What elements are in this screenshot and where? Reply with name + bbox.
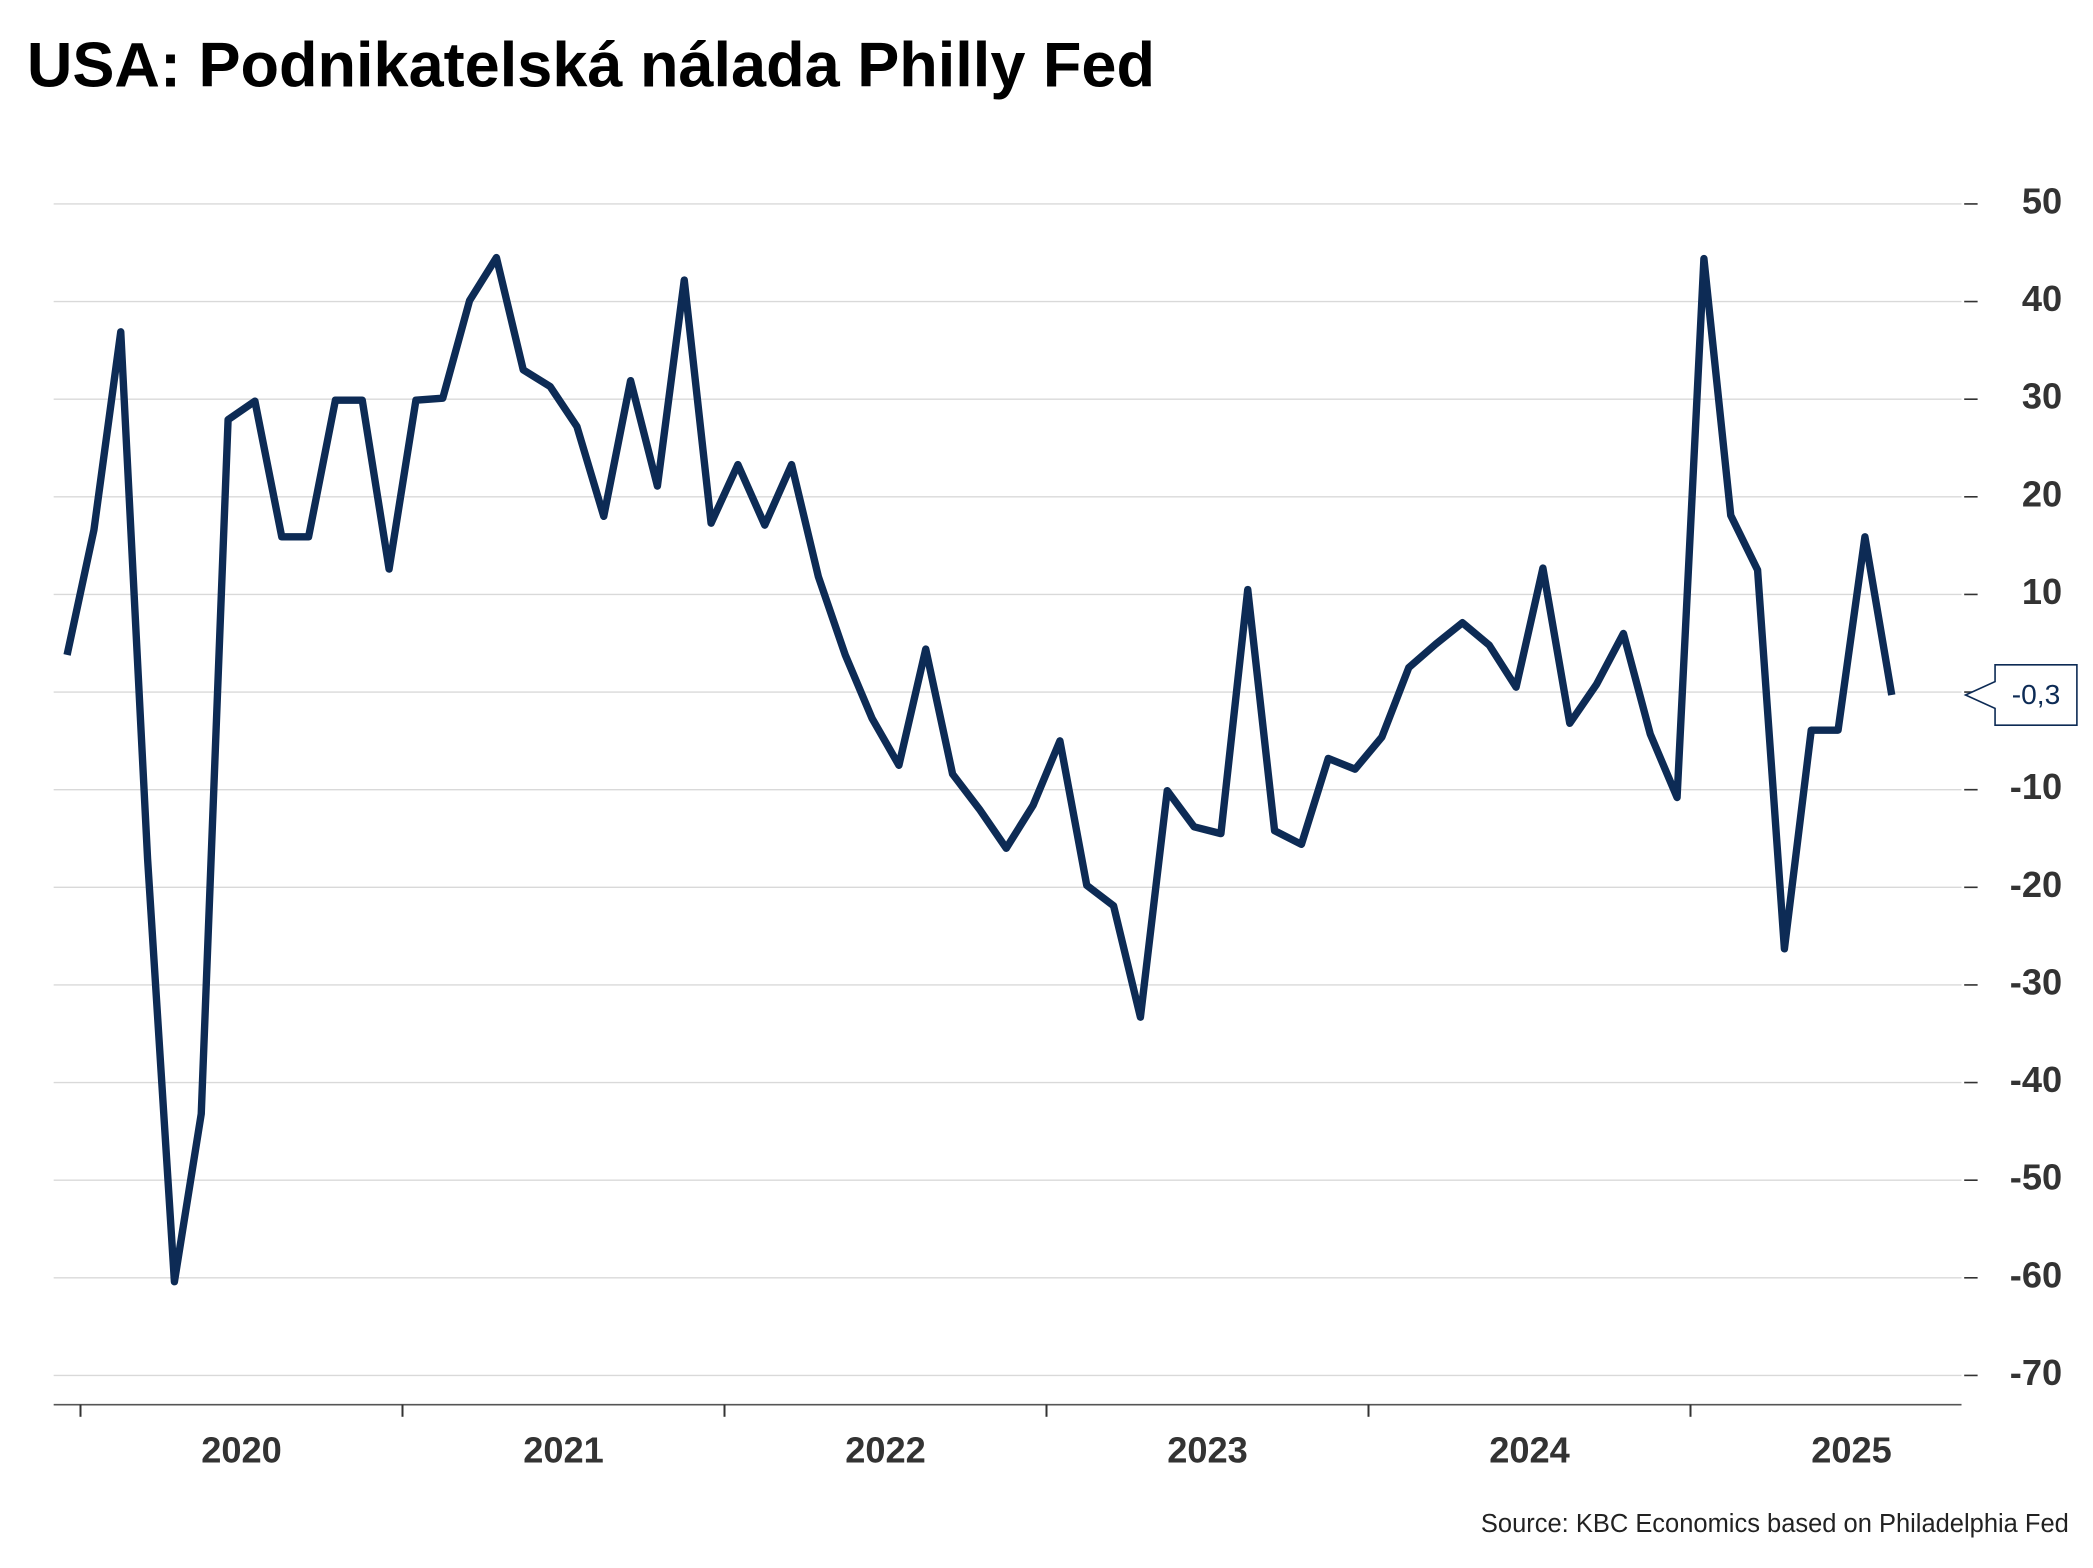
x-tick-label: 2022 [845,1430,926,1471]
source-note: Source: KBC Economics based on Philadelp… [1481,1510,2069,1538]
y-tick-label: -20 [2010,864,2062,905]
y-tick-label: -30 [2010,961,2062,1002]
y-tick-label: 50 [2022,180,2062,221]
y-tick-label: -10 [2010,766,2062,807]
y-tick-label: 40 [2022,278,2062,319]
value-callout [1963,663,2078,726]
x-tick-label: 2020 [201,1430,282,1471]
y-tick-label: 30 [2022,376,2062,417]
data-line [63,253,1896,1286]
y-tick-label: 10 [2022,571,2062,612]
y-tick-label: -50 [2010,1157,2062,1198]
chart-title: USA: Podnikatelská nálada Philly Fed [27,30,1155,100]
x-tick-label: 2023 [1167,1430,1248,1471]
x-tick-label: 2024 [1489,1430,1570,1471]
y-tick-label: -60 [2010,1254,2062,1295]
value-label: -0,3 [2012,678,2061,710]
y-tick-label: 20 [2022,473,2062,514]
y-tick-label: -70 [2010,1352,2062,1393]
x-tick-label: 2021 [523,1430,604,1471]
y-tick-label: -40 [2010,1059,2062,1100]
x-tick-label: 2025 [1811,1430,1892,1471]
